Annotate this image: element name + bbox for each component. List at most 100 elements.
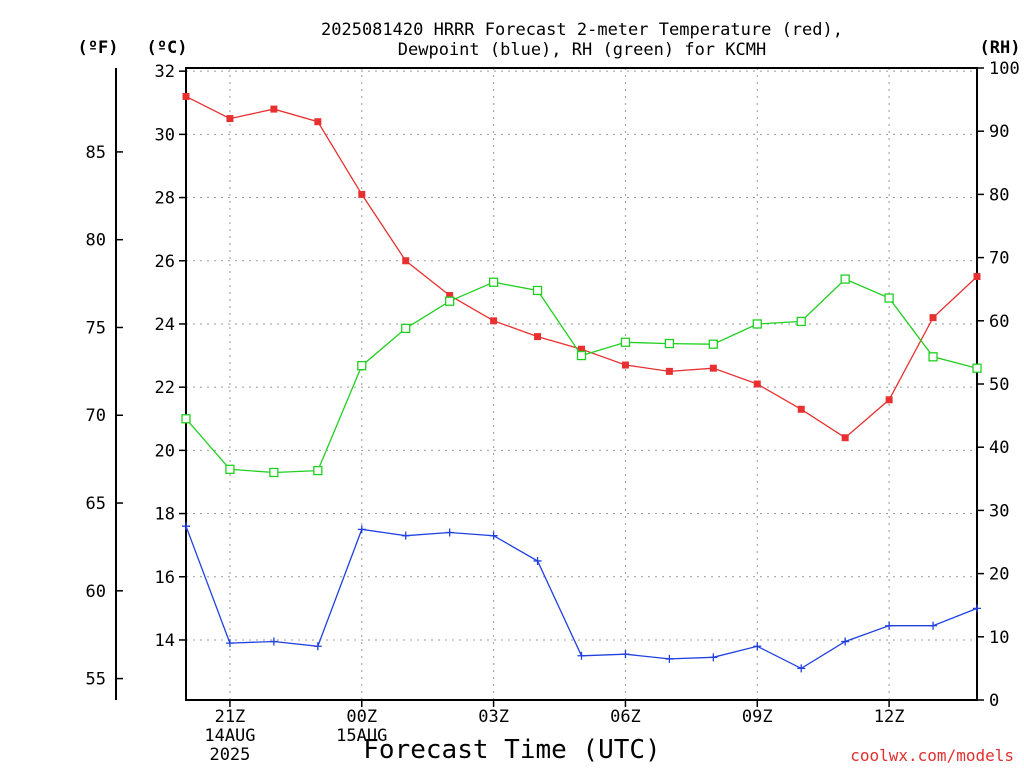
data-point	[445, 528, 454, 537]
data-point	[929, 621, 938, 630]
series-line	[185, 95, 978, 439]
series-0	[182, 92, 981, 442]
data-point	[709, 653, 718, 662]
celsius-tick-label: 20	[155, 441, 175, 461]
data-point	[753, 642, 762, 651]
data-point	[621, 361, 629, 369]
x-tick-label: 09Z	[742, 707, 773, 727]
data-point	[181, 414, 191, 424]
data-point	[796, 316, 806, 327]
data-point	[973, 604, 981, 613]
fahrenheit-unit-label: (ºF)	[78, 38, 119, 58]
fahrenheit-tick-label: 70	[86, 406, 106, 426]
data-point	[928, 352, 938, 362]
data-point	[577, 651, 586, 660]
celsius-tick-label: 30	[155, 125, 175, 145]
data-point	[884, 293, 894, 303]
data-point	[621, 650, 630, 659]
data-point	[578, 345, 585, 353]
celsius-tick-label: 28	[155, 189, 175, 209]
fahrenheit-tick-label: 85	[86, 143, 106, 163]
data-point	[752, 319, 762, 329]
rh-tick-label: 20	[989, 565, 1009, 585]
fahrenheit-tick-label: 75	[86, 318, 106, 338]
fahrenheit-tick-label: 65	[86, 494, 106, 514]
x-tick-label: 06Z	[610, 707, 641, 727]
x-tick-label: 2025	[209, 745, 250, 765]
x-tick-label: 03Z	[478, 707, 509, 727]
rh-tick-label: 0	[989, 691, 999, 711]
data-point	[929, 314, 937, 322]
celsius-tick-label: 14	[155, 631, 175, 651]
data-point	[270, 105, 278, 113]
data-point	[797, 664, 806, 673]
data-point	[708, 339, 718, 349]
data-point	[182, 522, 190, 531]
data-point	[358, 190, 366, 198]
fahrenheit-tick-label: 55	[86, 670, 106, 690]
fahrenheit-tick-label: 60	[86, 582, 106, 602]
x-tick-label: 14AUG	[204, 726, 255, 746]
data-point	[664, 338, 675, 349]
rh-tick-label: 60	[989, 312, 1009, 332]
series-line	[185, 278, 978, 474]
data-point	[797, 405, 805, 413]
rh-tick-label: 70	[989, 249, 1009, 269]
celsius-tick-label: 32	[155, 62, 175, 82]
data-point	[885, 621, 894, 630]
data-point	[445, 296, 455, 306]
celsius-unit-label: (ºC)	[147, 38, 188, 58]
data-point	[841, 637, 850, 646]
celsius-tick-label: 24	[155, 315, 175, 335]
data-point	[313, 642, 322, 651]
series-1	[182, 522, 981, 673]
data-point	[357, 525, 366, 534]
data-point	[225, 464, 235, 474]
rh-tick-label: 90	[989, 122, 1009, 142]
celsius-tick-label: 16	[155, 568, 175, 588]
data-point	[489, 531, 498, 540]
data-point	[269, 637, 278, 646]
data-point	[225, 639, 234, 648]
data-point	[182, 92, 190, 100]
data-point	[226, 115, 234, 123]
data-point	[401, 323, 411, 334]
data-point	[314, 118, 322, 126]
x-tick-label: 12Z	[874, 707, 905, 727]
data-point	[488, 277, 499, 287]
celsius-tick-label: 26	[155, 252, 175, 272]
data-point	[709, 364, 717, 372]
data-point	[490, 317, 498, 325]
rh-tick-label: 80	[989, 185, 1009, 205]
data-point	[534, 333, 542, 341]
data-point	[401, 531, 410, 540]
data-point	[269, 467, 279, 478]
data-point	[665, 367, 673, 375]
x-tick-label: 00Z	[346, 707, 377, 727]
data-point	[973, 273, 981, 281]
data-point	[576, 350, 587, 361]
credit-label: coolwx.com/models	[850, 746, 1014, 765]
x-tick-label: 21Z	[215, 707, 246, 727]
series-line	[185, 525, 978, 670]
rh-tick-label: 50	[989, 375, 1009, 395]
rh-tick-label: 10	[989, 628, 1009, 648]
series-2	[181, 274, 982, 478]
x-tick-label: 15AUG	[336, 726, 387, 746]
data-point	[840, 274, 850, 284]
rh-tick-label: 30	[989, 501, 1009, 521]
data-point	[357, 361, 367, 371]
data-point	[532, 285, 543, 296]
data-point	[533, 556, 542, 565]
data-point	[753, 380, 761, 388]
plot-frame	[185, 67, 978, 701]
grid-layer	[186, 68, 977, 700]
data-point	[841, 434, 849, 442]
axes-layer: 14 16 18 20 22 24 26 28 30 32 55 60 65 70 75 80 85 0 10 20 3…	[86, 59, 1020, 765]
data-point	[620, 337, 631, 347]
series-layer	[181, 92, 982, 673]
chart-title-line-2: Dewpoint (blue), RH (green) for KCMH	[398, 40, 766, 60]
fahrenheit-tick-label: 80	[86, 231, 106, 251]
